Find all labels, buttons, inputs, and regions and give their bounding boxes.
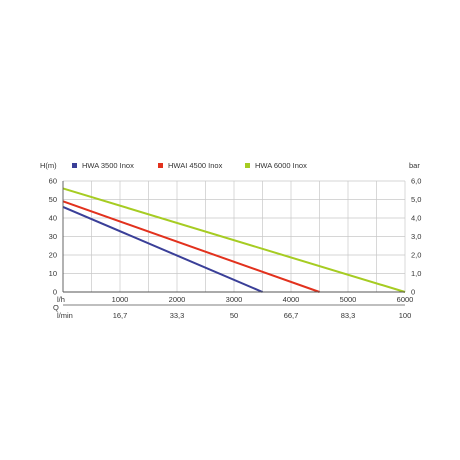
x-row-lmin-label: l/min [57,311,73,320]
q-label: Q [53,303,59,312]
x-tick-label-lh: 1000 [112,295,129,304]
legend-swatch-2 [158,163,163,168]
chart-axes [62,181,405,306]
series-lines [62,187,406,293]
series-line-3 [62,187,406,293]
y-tick-label: 30 [49,232,57,241]
x-tick-label-lh: 2000 [169,295,186,304]
x-tick-label-lmin: 66,7 [284,311,299,320]
legend-label-3: HWA 6000 Inox [255,161,307,170]
right-tick-label: 6,0 [411,177,421,186]
left-axis-title: H(m) [40,161,57,170]
right-tick-label: 5,0 [411,195,421,204]
right-tick-label: 0 [411,288,415,297]
x-tick-label-lmin: 33,3 [170,311,185,320]
chart-grid [63,180,406,292]
y-tick-label: 40 [49,214,57,223]
right-tick-label: 3,0 [411,232,421,241]
series-line-1 [62,205,263,293]
legend-label-1: HWA 3500 Inox [82,161,134,170]
y-tick-label: 20 [49,251,57,260]
chart-legend: HWA 3500 Inox HWAI 4500 Inox HWA 6000 Inox [72,161,307,170]
y-tick-label: 0 [53,288,57,297]
right-axis-title: bar [409,161,420,170]
right-tick-label: 1,0 [411,269,421,278]
x-tick-label-lh: 4000 [283,295,300,304]
x-tick-label-lh: 6000 [397,295,414,304]
legend-label-2: HWAI 4500 Inox [168,161,223,170]
x-tick-label-lh: 5000 [340,295,357,304]
x-tick-label-lmin: 50 [230,311,238,320]
chart-labels: 0 10 20 30 40 50 60 0 1,0 2,0 3,0 4,0 5,0 6,0 H(m) bar l… [40,161,421,320]
x-tick-label-lh: 3000 [226,295,243,304]
right-tick-label: 4,0 [411,214,421,223]
x-tick-label-lmin: 83,3 [341,311,356,320]
x-tick-label-lmin: 16,7 [113,311,128,320]
right-tick-label: 2,0 [411,251,421,260]
y-tick-label: 10 [49,269,57,278]
y-tick-label: 50 [49,195,57,204]
x-tick-label-lmin: 100 [399,311,412,320]
legend-swatch-1 [72,163,77,168]
y-tick-label: 60 [49,177,57,186]
series-line-2 [62,200,320,293]
x-row-lh-label: l/h [57,295,65,304]
legend-swatch-3 [245,163,250,168]
